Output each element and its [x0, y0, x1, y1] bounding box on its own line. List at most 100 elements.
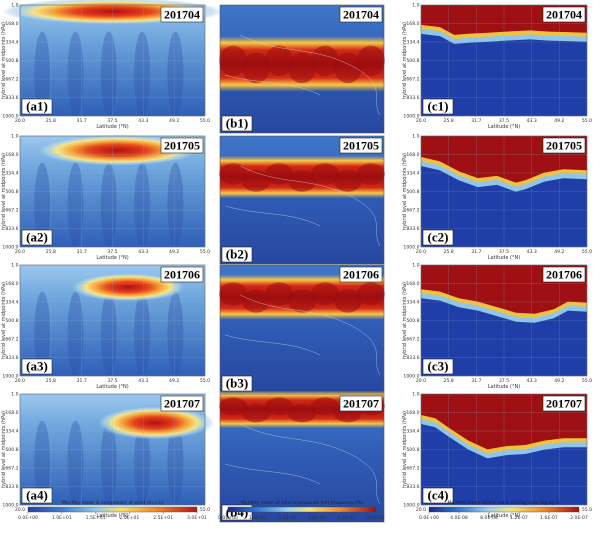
fold-hotspot [288, 404, 316, 423]
y-tick-label: 1.0 [11, 392, 18, 398]
axes-a2: 1.0 168.0 334.4 500.8 667.2 833.6 1000.020.0 25… [1, 134, 210, 261]
y-tick-label: 1000.0 [403, 114, 419, 120]
x-tick-label: 20.0 [15, 378, 25, 384]
x-tick-label: 25.8 [46, 249, 56, 255]
fold-hotspot [310, 163, 339, 185]
fold-hotspot [288, 170, 316, 192]
map-frame [219, 4, 385, 134]
fold-hotspot [242, 170, 271, 192]
x-tick-label: 31.7 [471, 249, 481, 255]
map-frame [219, 135, 385, 265]
x-tick-label: 49.2 [554, 378, 564, 384]
panel-tag-box [422, 487, 454, 504]
x-tick-label: 31.7 [77, 378, 87, 384]
y-tick-label: 334.4 [5, 40, 18, 46]
x-axis-label: Latitude (°N) [96, 513, 128, 519]
colorbar-tick-label: 1.0E+01 [52, 515, 72, 521]
y-tick-label: 334.4 [406, 429, 419, 435]
x-tick-label: 49.2 [554, 118, 564, 124]
y-axis-label: hybrid level at midpoints (hPa) [1, 282, 7, 359]
y-axis-label: hybrid level at midpoints (hPa) [1, 153, 7, 230]
panel-date: 201704 [546, 8, 582, 22]
colorbar [428, 506, 580, 513]
y-tick-label: 667.2 [406, 208, 419, 214]
panel-tag: (b1) [226, 116, 248, 131]
axes-a1: 1.0 168.0 334.4 500.8 667.2 833.6 1000.020.0 25… [1, 3, 210, 130]
y-axis-label: hybrid level at midpoints (hPa) [1, 22, 7, 99]
y-tick-label: 334.4 [406, 300, 419, 306]
wind-column-streak [34, 420, 51, 505]
panel-tag: (c1) [428, 99, 449, 114]
colorbar-tick-label: 2.0E+01 [119, 515, 139, 521]
x-tick-label: 43.3 [527, 249, 537, 255]
y-tick-label: 1000.0 [403, 245, 419, 251]
fold-hotspot [265, 163, 294, 185]
fold-hotspot [333, 170, 362, 192]
panel-tag-box [422, 358, 454, 375]
y-tick-label: 1.0 [11, 263, 18, 269]
wind-column-streak [100, 162, 117, 248]
fold-hotspot [242, 289, 271, 313]
panel-tag-box [21, 229, 53, 246]
x-tick-label: 37.5 [499, 378, 509, 384]
coastline [239, 294, 381, 376]
y-tick-label: 833.6 [5, 95, 18, 101]
panel-tag: (a3) [26, 359, 48, 374]
colorbar-tick-label: 4.0E-08 [450, 515, 468, 521]
y-tick-label: 334.4 [5, 300, 18, 306]
y-tick-label: 168.0 [406, 410, 419, 416]
date-label-box [542, 6, 586, 23]
fold-hotspot [219, 163, 248, 185]
wind-column-streak [134, 31, 151, 116]
x-axis-label: Latitude (°N) [488, 513, 520, 519]
x-tick-label: 37.5 [499, 118, 509, 124]
axes-c2: 1.0 168.0 334.4 500.8 667.2 833.6 1000.020.0 25… [402, 134, 592, 261]
x-tick-label: 55.0 [582, 249, 592, 255]
x-tick-label: 25.8 [444, 378, 454, 384]
x-tick-label: 31.7 [77, 249, 87, 255]
wind-column-streak [34, 162, 51, 248]
y-tick-label: 833.6 [406, 355, 419, 361]
y-tick-label: 500.8 [406, 58, 419, 64]
colorbar-tick-label: 0.0E+00 [419, 515, 439, 521]
colorbar-tick-label: 6.4E-02 [338, 515, 356, 521]
border-line [224, 205, 321, 227]
x-tick-label: 37.5 [107, 249, 117, 255]
date-label-box [160, 137, 204, 154]
fold-hotspot [288, 52, 316, 84]
x-tick-label: 25.8 [46, 118, 56, 124]
wind-column-streak [34, 291, 51, 376]
panel-date: 201705 [343, 139, 379, 153]
colorbar-tick-label: 8.0E-02 [367, 515, 385, 521]
x-tick-label: 43.3 [527, 118, 537, 124]
y-tick-label: 168.0 [406, 152, 419, 158]
y-tick-label: 667.2 [5, 208, 18, 214]
border-line [224, 74, 321, 96]
x-axis-label: Latitude (°N) [488, 384, 520, 390]
fold-hotspot [310, 397, 339, 416]
colorbar-tick-label: 8.0E-08 [480, 515, 498, 521]
wind-column-streak [167, 420, 184, 505]
x-tick-label: 55.0 [582, 378, 592, 384]
border-line [224, 334, 321, 356]
date-label-box [339, 266, 383, 283]
date-label-box [339, 137, 383, 154]
panel-date: 201706 [164, 268, 200, 282]
y-tick-label: 500.8 [406, 447, 419, 453]
x-tick-label: 20.0 [416, 249, 426, 255]
y-tick-label: 334.4 [406, 171, 419, 177]
panel-tag-box [422, 98, 454, 115]
panel-tag-box [422, 229, 454, 246]
fold-hotspot [333, 289, 362, 313]
panel-tag-box [221, 115, 253, 132]
x-tick-label: 25.8 [444, 118, 454, 124]
wind-column-streak [67, 291, 84, 376]
fold-hotspot [356, 45, 385, 77]
wind-column-streak [100, 420, 117, 505]
x-tick-label: 20.0 [416, 507, 426, 513]
y-tick-label: 667.2 [406, 77, 419, 83]
colorbar-title: Monthly mean ozone mass mixing ratio (kg… [448, 500, 561, 506]
x-tick-label: 43.3 [138, 378, 148, 384]
map-frame [219, 393, 385, 523]
wind-column-streak [134, 291, 151, 376]
